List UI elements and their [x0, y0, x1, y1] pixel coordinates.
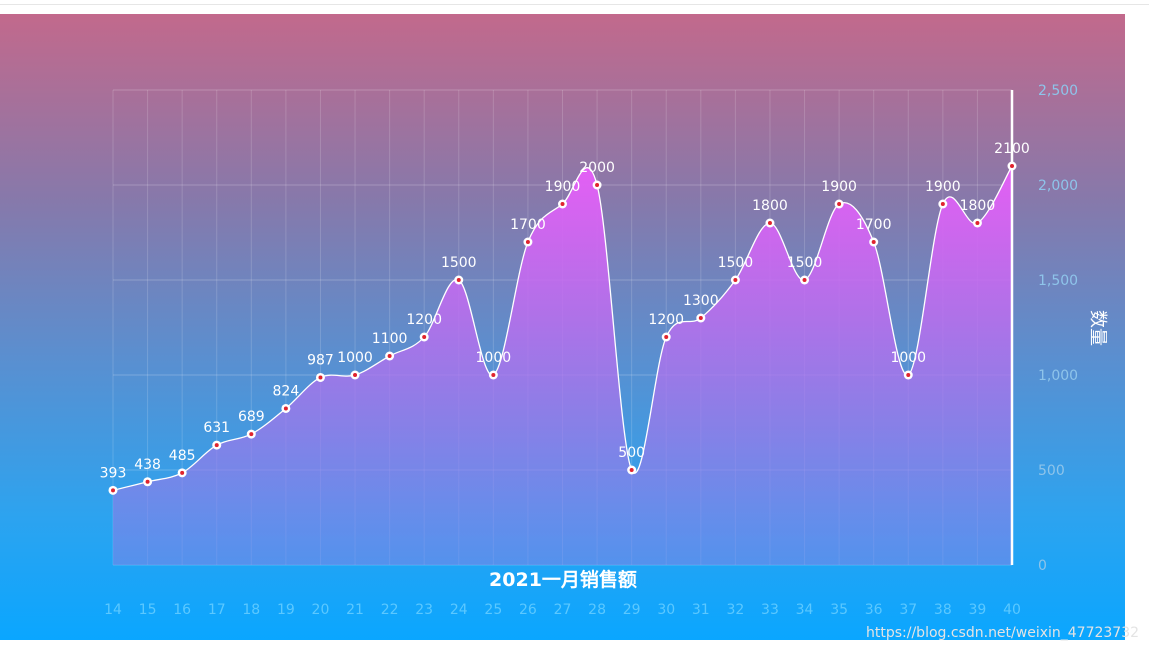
x-tick-28: 28 — [588, 602, 606, 618]
data-point-center-22 — [387, 354, 392, 358]
data-point-center-30 — [664, 335, 669, 339]
data-point-center-39 — [975, 221, 980, 225]
data-label-18: 689 — [238, 409, 265, 425]
data-point-center-31 — [698, 316, 703, 320]
y-tick-3: 1,500 — [1038, 273, 1078, 289]
x-tick-36: 36 — [865, 602, 883, 618]
data-point-center-17 — [214, 443, 219, 448]
data-label-20: 987 — [307, 352, 334, 368]
y-tick-2: 1,000 — [1038, 368, 1078, 384]
y-axis-label: 数量 — [1087, 310, 1108, 346]
data-label-25: 1000 — [476, 350, 512, 366]
y-tick-4: 2,000 — [1038, 178, 1078, 194]
data-label-30: 1200 — [648, 312, 684, 328]
data-point-center-25 — [491, 373, 496, 377]
x-tick-20: 20 — [312, 602, 330, 618]
data-label-24: 1500 — [441, 255, 477, 271]
data-label-16: 485 — [169, 448, 196, 464]
data-point-center-26 — [525, 240, 530, 244]
data-label-37: 1000 — [890, 350, 926, 366]
data-points — [108, 161, 1017, 495]
data-label-21: 1000 — [337, 350, 373, 366]
data-point-center-28 — [595, 183, 600, 187]
data-label-27: 1900 — [545, 179, 581, 195]
x-tick-30: 30 — [657, 602, 675, 618]
x-tick-29: 29 — [623, 602, 641, 618]
data-label-23: 1200 — [406, 312, 442, 328]
data-label-39: 1800 — [960, 198, 996, 214]
x-tick-34: 34 — [796, 602, 814, 618]
x-tick-27: 27 — [554, 602, 572, 618]
data-label-28: 2000 — [579, 160, 615, 176]
data-point-center-36 — [871, 240, 876, 244]
area-fill — [113, 166, 1012, 565]
data-point-center-24 — [456, 278, 461, 282]
x-tick-22: 22 — [381, 602, 399, 618]
x-tick-14: 14 — [104, 602, 122, 618]
data-label-31: 1300 — [683, 293, 719, 309]
data-point-center-27 — [560, 202, 565, 206]
x-tick-26: 26 — [519, 602, 537, 618]
x-tick-18: 18 — [242, 602, 260, 618]
data-label-26: 1700 — [510, 217, 546, 233]
data-point-center-29 — [629, 468, 634, 472]
x-tick-40: 40 — [1003, 602, 1021, 618]
data-label-32: 1500 — [718, 255, 754, 271]
x-tick-25: 25 — [484, 602, 502, 618]
data-point-center-37 — [906, 373, 911, 377]
data-point-center-14 — [111, 488, 115, 493]
data-point-center-33 — [767, 221, 772, 225]
data-point-center-19 — [283, 406, 288, 411]
data-label-40: 2100 — [994, 141, 1030, 157]
watermark-url: https://blog.csdn.net/weixin_47723732 — [866, 625, 1140, 641]
data-label-17: 631 — [203, 420, 230, 436]
data-label-35: 1900 — [821, 179, 857, 195]
data-label-19: 824 — [273, 383, 300, 399]
y-tick-5: 2,500 — [1038, 83, 1078, 99]
x-tick-37: 37 — [899, 602, 917, 618]
x-tick-38: 38 — [934, 602, 952, 618]
data-label-34: 1500 — [787, 255, 823, 271]
x-tick-17: 17 — [208, 602, 226, 618]
data-point-center-38 — [940, 202, 945, 206]
x-tick-19: 19 — [277, 602, 295, 618]
chart-title: 2021一月销售额 — [489, 568, 637, 591]
x-tick-32: 32 — [726, 602, 744, 618]
data-point-center-20 — [318, 375, 323, 380]
data-point-center-32 — [733, 278, 738, 282]
x-tick-31: 31 — [692, 602, 710, 618]
x-tick-15: 15 — [139, 602, 157, 618]
y-tick-0: 0 — [1038, 558, 1047, 574]
data-point-center-23 — [422, 335, 427, 339]
data-label-33: 1800 — [752, 198, 788, 214]
data-point-center-16 — [180, 470, 185, 475]
x-tick-16: 16 — [173, 602, 191, 618]
x-tick-35: 35 — [830, 602, 848, 618]
data-label-36: 1700 — [856, 217, 892, 233]
data-point-center-21 — [353, 373, 358, 377]
data-point-center-40 — [1010, 164, 1014, 168]
data-point-center-18 — [249, 432, 254, 437]
data-label-22: 1100 — [372, 331, 408, 347]
x-tick-39: 39 — [969, 602, 987, 618]
x-tick-24: 24 — [450, 602, 468, 618]
data-point-center-34 — [802, 278, 807, 282]
data-point-center-35 — [837, 202, 842, 206]
y-tick-1: 500 — [1038, 463, 1065, 479]
x-tick-labels: 14 15 16 17 18 19 20 21 22 23 24 25 26 27 28 29 30 31 32 33… — [104, 602, 1021, 618]
data-label-29: 500 — [618, 445, 645, 461]
data-label-14: 393 — [100, 465, 127, 481]
data-label-38: 1900 — [925, 179, 961, 195]
x-tick-21: 21 — [346, 602, 364, 618]
x-tick-23: 23 — [415, 602, 433, 618]
page-top-divider — [0, 4, 1149, 5]
y-tick-labels: 0 500 1,000 1,500 2,000 2,500 — [1038, 83, 1078, 574]
data-point-center-15 — [145, 479, 150, 484]
data-label-15: 438 — [134, 457, 161, 473]
x-tick-33: 33 — [761, 602, 779, 618]
